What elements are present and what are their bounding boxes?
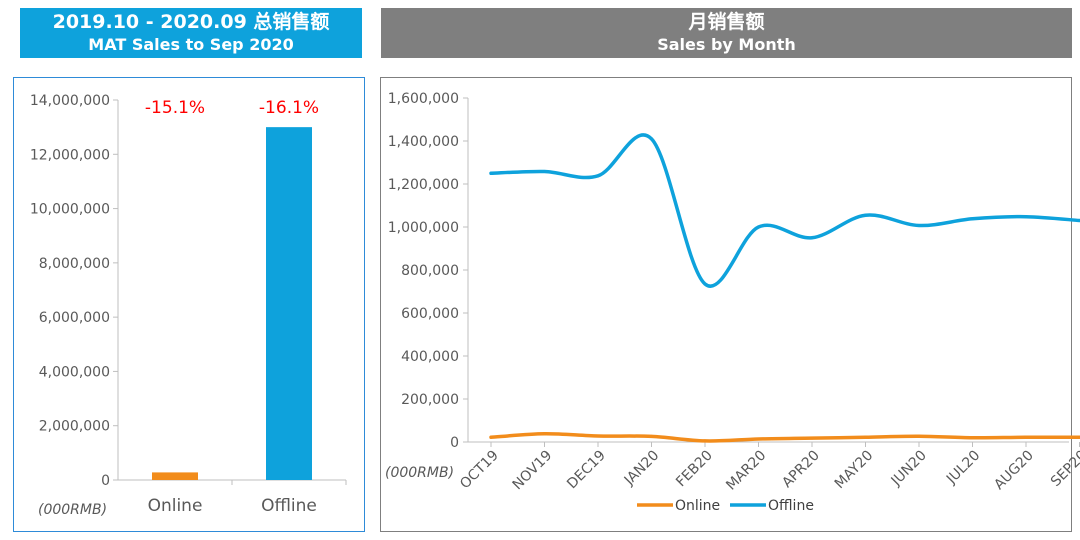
growth-label-offline: -16.1% — [259, 98, 319, 118]
x-tick-label: JAN20 — [621, 448, 663, 490]
x-tick-label: AUG20 — [991, 448, 1037, 494]
data-point-offline — [650, 137, 653, 141]
y-tick-label: 1,200,000 — [388, 177, 459, 193]
y-tick-label: 400,000 — [401, 349, 459, 365]
mat-bar-chart: 0 2,000,000 4,000,000 6,000,000 8,000,000 10,… — [30, 93, 347, 518]
growth-label-online: -15.1% — [145, 98, 205, 118]
data-point-online — [543, 432, 546, 436]
y-tick-label: 4,000,000 — [39, 364, 110, 380]
data-point-online — [596, 434, 600, 438]
mat-sales-title-cn: 2019.10 - 2020.09 总销售额 — [52, 11, 330, 33]
bar-offline — [266, 127, 312, 480]
unit-label: (000RMB) — [38, 502, 107, 518]
y-tick-label: 14,000,000 — [30, 93, 110, 109]
y-tick-label: 8,000,000 — [39, 256, 110, 272]
series-line-offline — [489, 133, 1080, 288]
category-label: Online — [148, 496, 203, 516]
monthly-sales-header: 月销售额 Sales by Month — [381, 8, 1072, 58]
x-tick-label: MAR20 — [723, 448, 769, 494]
y-tick-label: 10,000,000 — [30, 202, 110, 218]
data-point-online — [864, 435, 867, 439]
monthly-sales-title-cn: 月销售额 — [688, 11, 765, 33]
data-point-offline — [917, 223, 921, 227]
data-point-offline — [864, 213, 867, 217]
y-tick-label: 0 — [101, 473, 110, 489]
x-tick-label: OCT19 — [457, 448, 502, 493]
data-point-offline — [757, 225, 760, 229]
data-point-offline — [971, 217, 974, 221]
legend-label-online: Online — [675, 498, 720, 514]
x-tick-label: DEC19 — [564, 448, 609, 493]
data-point-offline — [489, 171, 493, 175]
y-tick-label: 600,000 — [401, 306, 459, 322]
x-tick-label: SEP20 — [1048, 448, 1080, 490]
data-point-online — [971, 436, 974, 440]
monthly-line-chart-panel: 0 200,000 400,000 600,000 800,000 1,000,000 1,… — [380, 77, 1080, 532]
unit-label: (000RMB) — [385, 465, 454, 481]
y-tick-label: 1,400,000 — [388, 134, 459, 150]
monthly-sales-title-en: Sales by Month — [657, 35, 796, 54]
mat-sales-header: 2019.10 - 2020.09 总销售额 MAT Sales to Sep … — [20, 8, 362, 58]
category-label: Offline — [261, 496, 317, 516]
data-point-online — [650, 434, 653, 438]
x-tick-label: NOV19 — [510, 448, 556, 494]
data-point-online — [917, 434, 921, 438]
x-tick-label: JUL20 — [943, 448, 983, 488]
x-tick-label: MAY20 — [832, 448, 877, 493]
data-point-offline — [596, 174, 600, 178]
y-tick-label: 1,600,000 — [388, 91, 459, 107]
mat-bar-chart-panel: 0 2,000,000 4,000,000 6,000,000 8,000,000 10,… — [13, 77, 365, 532]
y-tick-label: 200,000 — [401, 392, 459, 408]
y-tick-label: 1,000,000 — [388, 220, 459, 236]
x-tick-label: APR20 — [779, 448, 823, 492]
data-point-online — [1024, 435, 1028, 439]
data-point-online — [489, 435, 493, 439]
y-tick-label: 12,000,000 — [30, 147, 110, 163]
y-tick-label: 800,000 — [401, 263, 459, 279]
monthly-line-chart: 0 200,000 400,000 600,000 800,000 1,000,000 1,… — [385, 91, 1080, 514]
mat-sales-title-en: MAT Sales to Sep 2020 — [88, 35, 294, 54]
y-tick-label: 0 — [450, 435, 459, 451]
data-point-offline — [703, 282, 707, 286]
data-point-online — [703, 439, 707, 443]
data-point-offline — [543, 170, 546, 174]
x-tick-label: JUN20 — [888, 448, 930, 490]
y-tick-label: 6,000,000 — [39, 310, 110, 326]
y-tick-label: 2,000,000 — [39, 419, 110, 435]
data-point-offline — [1024, 215, 1028, 219]
data-point-online — [757, 437, 760, 441]
x-tick-label: FEB20 — [673, 448, 716, 491]
data-point-offline — [810, 236, 814, 240]
legend-label-offline: Offline — [768, 498, 814, 514]
series-line-online — [489, 432, 1080, 443]
bar-online — [152, 472, 198, 480]
data-point-online — [810, 436, 814, 440]
